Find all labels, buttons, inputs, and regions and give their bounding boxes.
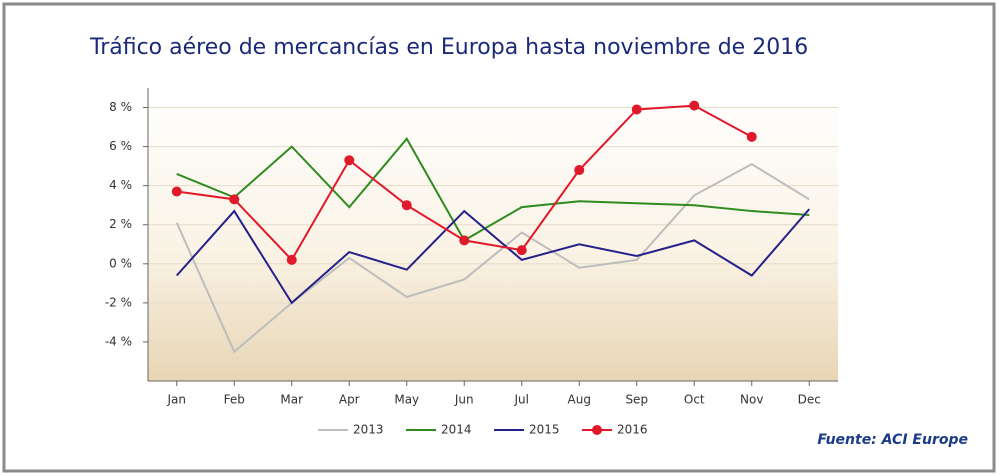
y-tick-label: -2 % bbox=[105, 295, 132, 309]
series-line bbox=[175, 163, 810, 354]
point bbox=[401, 200, 412, 211]
legend-label: 2015 bbox=[529, 423, 560, 437]
point bbox=[286, 254, 297, 265]
x-tick-label: Jan bbox=[167, 393, 187, 407]
legend-label: 2013 bbox=[353, 423, 384, 437]
x-tick-label: Apr bbox=[339, 393, 360, 407]
x-tick-label: Mar bbox=[280, 393, 303, 407]
legend-label: 2014 bbox=[441, 423, 472, 437]
y-tick-label: 2 % bbox=[109, 217, 132, 231]
chart-title: Tráfico aéreo de mercancías en Europa ha… bbox=[89, 35, 808, 60]
x-tick-label: Nov bbox=[740, 393, 763, 407]
y-tick-label: -4 % bbox=[105, 334, 132, 348]
legend-label: 2016 bbox=[617, 423, 648, 437]
legend-marker bbox=[592, 425, 602, 435]
x-tick-label: Aug bbox=[568, 393, 591, 407]
y-tick-label: 0 % bbox=[109, 256, 132, 270]
point bbox=[459, 235, 470, 246]
y-tick-label: 6 % bbox=[109, 139, 132, 153]
point bbox=[574, 165, 585, 176]
y-tick-label: 8 % bbox=[109, 100, 132, 114]
series-line bbox=[176, 137, 810, 242]
point bbox=[516, 245, 527, 256]
x-tick-label: Jul bbox=[514, 393, 529, 407]
x-tick-label: Dec bbox=[798, 393, 821, 407]
source: Fuente: ACI Europe bbox=[817, 432, 968, 448]
point bbox=[746, 131, 757, 142]
y-tick-label: 4 % bbox=[109, 178, 132, 192]
x-tick-label: May bbox=[394, 393, 419, 407]
point bbox=[631, 104, 642, 115]
x-tick-label: Feb bbox=[224, 393, 245, 407]
point bbox=[171, 186, 182, 197]
x-tick-label: Oct bbox=[684, 393, 705, 407]
point bbox=[344, 155, 355, 166]
x-tick-label: Jun bbox=[454, 393, 474, 407]
point bbox=[689, 100, 700, 111]
series-line bbox=[176, 208, 811, 305]
point bbox=[229, 194, 240, 205]
x-tick-label: Sep bbox=[625, 393, 648, 407]
